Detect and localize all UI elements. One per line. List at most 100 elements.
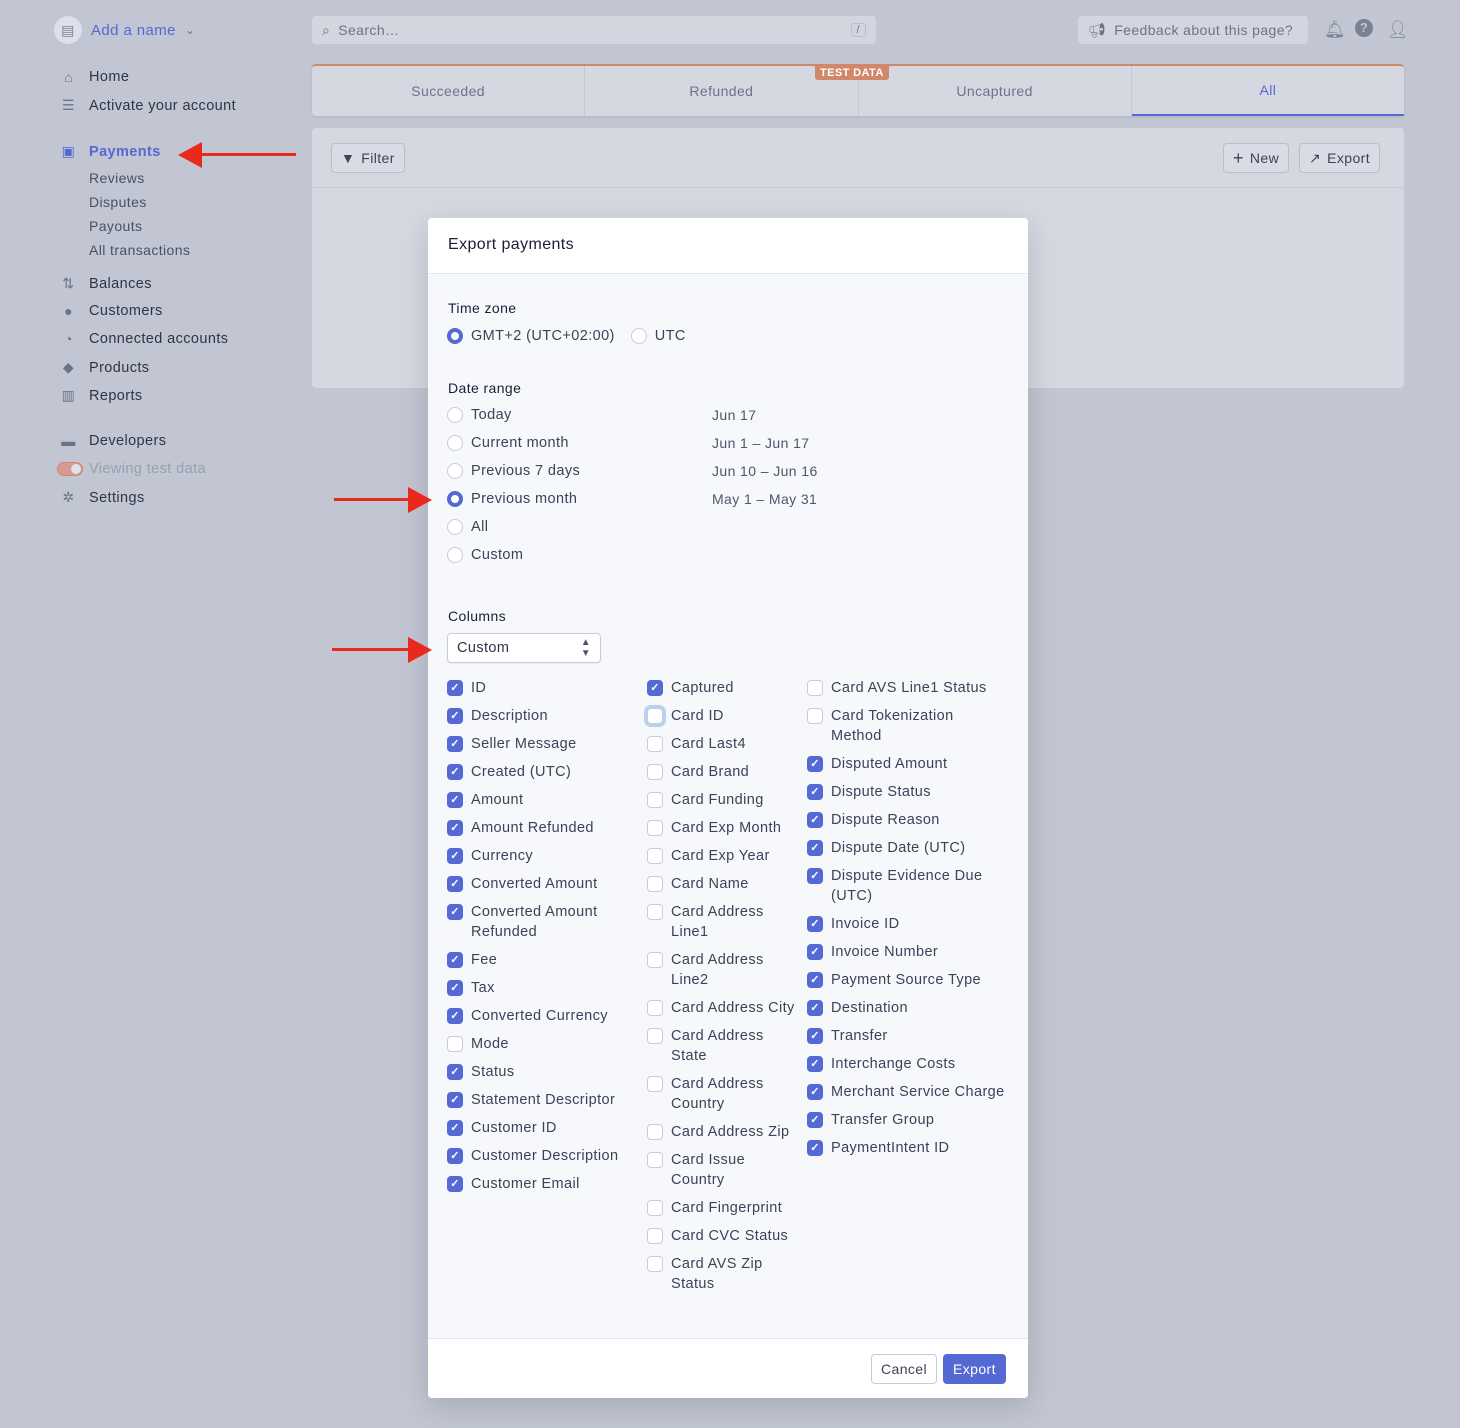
feedback-button[interactable]: 📢︎ Feedback about this page? xyxy=(1078,16,1308,44)
checkbox-unchecked[interactable] xyxy=(647,1028,663,1044)
checkbox-unchecked[interactable] xyxy=(647,1152,663,1168)
checkbox-unchecked[interactable] xyxy=(647,848,663,864)
sidebar-item-developers[interactable]: ▬ Developers xyxy=(60,433,166,449)
columns-select[interactable]: Custom ▲ ▼ xyxy=(447,633,601,663)
bell-icon[interactable]: 🔔︎ xyxy=(1324,20,1346,39)
checkbox-unchecked[interactable] xyxy=(807,680,823,696)
checkbox-checked[interactable]: ✓ xyxy=(447,876,463,892)
column-checkbox-currency[interactable]: ✓ Currency xyxy=(447,846,632,866)
column-checkbox-dispute-reason[interactable]: ✓ Dispute Reason xyxy=(807,810,1007,830)
radio-button[interactable] xyxy=(447,407,463,423)
checkbox-unchecked[interactable] xyxy=(647,708,663,724)
timezone-utc-radio[interactable]: UTC xyxy=(630,328,686,344)
radio-button[interactable] xyxy=(447,463,463,479)
checkbox-unchecked[interactable] xyxy=(807,708,823,724)
column-checkbox-captured[interactable]: ✓ Captured xyxy=(647,678,802,698)
cancel-button[interactable]: Cancel xyxy=(871,1354,937,1384)
column-checkbox-created-utc-[interactable]: ✓ Created (UTC) xyxy=(447,762,632,782)
sidebar-subitem-reviews[interactable]: Reviews xyxy=(89,170,145,186)
checkbox-unchecked[interactable] xyxy=(647,1228,663,1244)
column-checkbox-statement-descriptor[interactable]: ✓ Statement Descriptor xyxy=(447,1090,632,1110)
column-checkbox-card-id[interactable]: Card ID xyxy=(647,706,802,726)
checkbox-unchecked[interactable] xyxy=(647,736,663,752)
checkbox-checked[interactable]: ✓ xyxy=(447,792,463,808)
sidebar-item-products[interactable]: ◆ Products xyxy=(60,359,149,376)
column-checkbox-card-avs-zip-status[interactable]: Card AVS Zip Status xyxy=(647,1254,802,1294)
radio-unselected[interactable] xyxy=(630,328,647,344)
checkbox-checked[interactable]: ✓ xyxy=(807,1084,823,1100)
checkbox-checked[interactable]: ✓ xyxy=(807,1028,823,1044)
column-checkbox-transfer-group[interactable]: ✓ Transfer Group xyxy=(807,1110,1007,1130)
user-icon[interactable]: 👤︎ xyxy=(1387,20,1409,39)
column-checkbox-transfer[interactable]: ✓ Transfer xyxy=(807,1026,1007,1046)
column-checkbox-card-brand[interactable]: Card Brand xyxy=(647,762,802,782)
checkbox-unchecked[interactable] xyxy=(647,820,663,836)
checkbox-unchecked[interactable] xyxy=(647,792,663,808)
tab-all[interactable]: All xyxy=(1131,66,1404,116)
column-checkbox-destination[interactable]: ✓ Destination xyxy=(807,998,1007,1018)
export-button[interactable]: ↗ Export xyxy=(1299,143,1381,173)
column-checkbox-customer-description[interactable]: ✓ Customer Description xyxy=(447,1146,632,1166)
date-range-today[interactable]: Today Jun 17 xyxy=(447,407,847,423)
column-checkbox-card-cvc-status[interactable]: Card CVC Status xyxy=(647,1226,802,1246)
checkbox-unchecked[interactable] xyxy=(647,952,663,968)
column-checkbox-customer-id[interactable]: ✓ Customer ID xyxy=(447,1118,632,1138)
checkbox-checked[interactable]: ✓ xyxy=(807,840,823,856)
date-range-previous-7-days[interactable]: Previous 7 days Jun 10 – Jun 16 xyxy=(447,463,847,479)
checkbox-checked[interactable]: ✓ xyxy=(447,820,463,836)
column-checkbox-card-name[interactable]: Card Name xyxy=(647,874,802,894)
column-checkbox-dispute-date-utc-[interactable]: ✓ Dispute Date (UTC) xyxy=(807,838,1007,858)
sidebar-item-settings[interactable]: ✲ Settings xyxy=(60,489,145,506)
column-checkbox-payment-source-type[interactable]: ✓ Payment Source Type xyxy=(807,970,1007,990)
date-range-current-month[interactable]: Current month Jun 1 – Jun 17 xyxy=(447,435,847,451)
date-range-custom[interactable]: Custom xyxy=(447,547,847,563)
checkbox-checked[interactable]: ✓ xyxy=(447,1064,463,1080)
tab-uncaptured[interactable]: Uncaptured xyxy=(859,66,1132,116)
checkbox-checked[interactable]: ✓ xyxy=(447,952,463,968)
checkbox-checked[interactable]: ✓ xyxy=(807,812,823,828)
checkbox-checked[interactable]: ✓ xyxy=(807,868,823,884)
checkbox-unchecked[interactable] xyxy=(647,764,663,780)
checkbox-unchecked[interactable] xyxy=(647,1124,663,1140)
checkbox-unchecked[interactable] xyxy=(447,1036,463,1052)
column-checkbox-card-avs-line1-status[interactable]: Card AVS Line1 Status xyxy=(807,678,1007,698)
checkbox-checked[interactable]: ✓ xyxy=(447,1008,463,1024)
account-switcher[interactable]: ▤ Add a name ⌄ xyxy=(54,16,195,44)
checkbox-checked[interactable]: ✓ xyxy=(807,784,823,800)
checkbox-checked[interactable]: ✓ xyxy=(807,972,823,988)
column-checkbox-card-address-country[interactable]: Card Address Country xyxy=(647,1074,802,1114)
column-checkbox-description[interactable]: ✓ Description xyxy=(447,706,632,726)
column-checkbox-card-funding[interactable]: Card Funding xyxy=(647,790,802,810)
checkbox-checked[interactable]: ✓ xyxy=(807,1000,823,1016)
checkbox-unchecked[interactable] xyxy=(647,1000,663,1016)
column-checkbox-converted-amount-refunded[interactable]: ✓ Converted Amount Refunded xyxy=(447,902,632,942)
column-checkbox-converted-amount[interactable]: ✓ Converted Amount xyxy=(447,874,632,894)
checkbox-checked[interactable]: ✓ xyxy=(647,680,663,696)
column-checkbox-amount[interactable]: ✓ Amount xyxy=(447,790,632,810)
column-checkbox-fee[interactable]: ✓ Fee xyxy=(447,950,632,970)
sidebar-item-activate-your-account[interactable]: ☰ Activate your account xyxy=(60,97,236,114)
checkbox-checked[interactable]: ✓ xyxy=(447,848,463,864)
column-checkbox-card-address-line1[interactable]: Card Address Line1 xyxy=(647,902,802,942)
radio-button[interactable] xyxy=(447,491,463,507)
sidebar-item-connected-accounts[interactable]: ◔ Connected accounts xyxy=(60,331,228,347)
column-checkbox-card-address-city[interactable]: Card Address City xyxy=(647,998,802,1018)
checkbox-checked[interactable]: ✓ xyxy=(807,916,823,932)
checkbox-checked[interactable]: ✓ xyxy=(807,1112,823,1128)
radio-button[interactable] xyxy=(447,519,463,535)
checkbox-checked[interactable]: ✓ xyxy=(447,1176,463,1192)
column-checkbox-dispute-evidence-due-utc-[interactable]: ✓ Dispute Evidence Due (UTC) xyxy=(807,866,1007,906)
sidebar-item-payments[interactable]: ▣ Payments xyxy=(60,143,161,160)
checkbox-checked[interactable]: ✓ xyxy=(807,756,823,772)
sidebar-item-customers[interactable]: ● Customers xyxy=(60,303,163,319)
tab-succeeded[interactable]: Succeeded xyxy=(312,66,586,116)
new-button[interactable]: + New xyxy=(1223,143,1290,173)
column-checkbox-invoice-number[interactable]: ✓ Invoice Number xyxy=(807,942,1007,962)
timezone-gmt2-radio[interactable]: GMT+2 (UTC+02:00) xyxy=(447,328,615,344)
column-checkbox-card-address-zip[interactable]: Card Address Zip xyxy=(647,1122,802,1142)
checkbox-checked[interactable]: ✓ xyxy=(447,980,463,996)
checkbox-checked[interactable]: ✓ xyxy=(447,1120,463,1136)
checkbox-checked[interactable]: ✓ xyxy=(447,904,463,920)
column-checkbox-converted-currency[interactable]: ✓ Converted Currency xyxy=(447,1006,632,1026)
search-input[interactable]: ⌕ Search… / xyxy=(312,16,876,44)
